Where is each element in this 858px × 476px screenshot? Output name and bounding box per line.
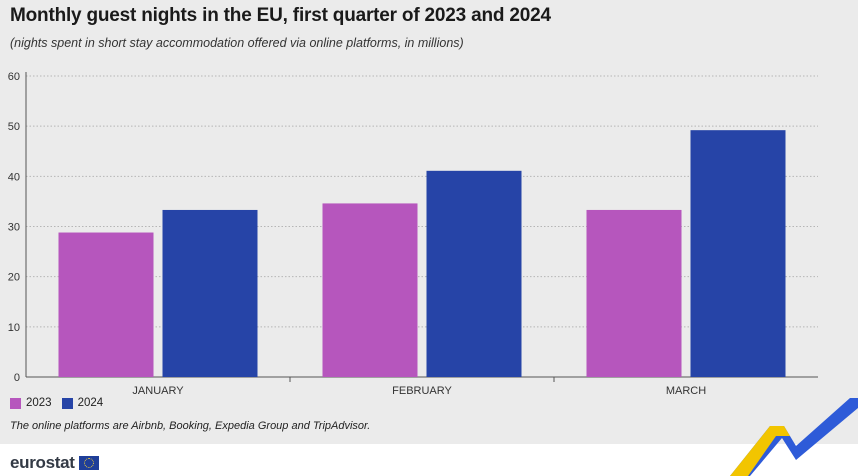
eu-flag-icon <box>78 456 99 470</box>
legend-label-2023: 2023 <box>26 397 52 409</box>
legend-label-2024: 2024 <box>77 397 104 409</box>
y-tick-label-50: 50 <box>8 121 20 133</box>
eurostat-logo: eurostat <box>10 453 99 473</box>
bar-2024-january <box>162 209 258 377</box>
legend-swatch-2024 <box>61 397 73 409</box>
x-tick-label-march: MARCH <box>666 385 706 397</box>
bar-2023-march <box>586 209 682 377</box>
chart-legend: 2023 2024 <box>10 397 103 409</box>
footer <box>0 444 858 476</box>
bar-2023-january <box>58 232 154 377</box>
bar-2024-march <box>690 130 786 377</box>
bar-2024-february <box>426 170 522 377</box>
chart-title: Monthly guest nights in the EU, first qu… <box>10 5 551 26</box>
y-tick-label-30: 30 <box>8 222 20 234</box>
footnote: The online platforms are Airbnb, Booking… <box>10 420 371 432</box>
bar-chart: 0 10 20 30 40 50 60 JANUARY FEBRUARY MARCH <box>8 71 818 397</box>
bar-2023-february <box>322 203 418 377</box>
y-tick-label-0: 0 <box>14 372 20 384</box>
legend-item-2023: 2023 <box>10 397 52 409</box>
chart-subtitle: (nights spent in short stay accommodatio… <box>10 36 464 50</box>
x-tick-label-january: JANUARY <box>132 385 184 397</box>
y-tick-label-40: 40 <box>8 171 20 183</box>
legend-swatch-2023 <box>10 397 21 409</box>
legend-item-2024: 2024 <box>61 397 104 409</box>
y-tick-label-20: 20 <box>8 272 20 284</box>
eurostat-swoosh-icon <box>730 398 858 476</box>
x-tick-label-february: FEBRUARY <box>392 385 452 397</box>
y-tick-label-10: 10 <box>8 322 20 334</box>
y-tick-label-60: 60 <box>8 71 20 83</box>
logo-text: eurostat <box>10 453 75 472</box>
